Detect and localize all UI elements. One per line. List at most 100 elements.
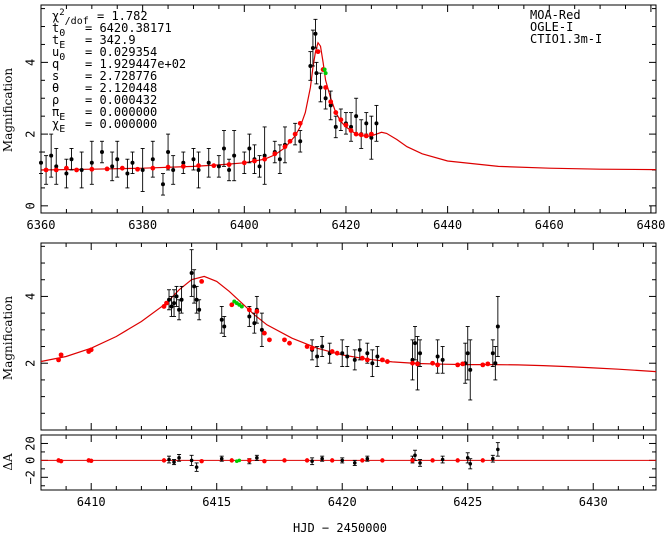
data-point-ogle-i <box>229 302 235 308</box>
residual-y-axis-label: ΔA <box>1 453 15 471</box>
param-name: χE <box>52 117 65 135</box>
data-point-ogle-i <box>323 85 329 90</box>
data-point-ogle-i <box>89 166 95 172</box>
data-point-moa-red <box>189 458 194 463</box>
data-point-moa-red <box>440 357 445 362</box>
data-point-ogle-i <box>359 355 365 361</box>
param-name: t0 <box>52 21 65 39</box>
data-point-moa-red <box>196 167 201 172</box>
x-tick-label: 6415 <box>202 495 231 509</box>
x-axis-label: HJD − 2450000 <box>293 521 387 535</box>
data-point-moa-red <box>496 447 500 452</box>
data-point-ogle-i <box>165 164 171 170</box>
data-point-ogle-i <box>164 300 169 306</box>
data-point-ogle-i <box>333 110 339 115</box>
data-point-ogle-i <box>161 304 167 309</box>
data-point-moa-red <box>308 63 313 68</box>
data-point-moa-red <box>491 456 495 461</box>
data-point-ogle-i <box>150 165 156 171</box>
data-point-moa-red <box>206 160 211 165</box>
data-point-moa-red <box>166 150 171 155</box>
data-point-ogle-i <box>304 344 310 349</box>
middle-data-points <box>56 249 500 401</box>
data-point-moa-red <box>140 167 145 172</box>
data-point-ogle-i <box>485 361 491 367</box>
data-point-moa-red <box>320 456 324 461</box>
x-tick-label: 6380 <box>128 218 157 232</box>
data-point-moa-red <box>365 456 370 461</box>
data-point-moa-red <box>410 357 415 362</box>
data-point-moa-red <box>252 321 257 326</box>
data-point-moa-red <box>69 157 74 162</box>
data-point-ogle-i <box>254 309 260 314</box>
top-panel-frame <box>40 4 657 214</box>
data-point-ogle-i <box>343 122 349 128</box>
param-name: s <box>52 69 59 83</box>
y-tick-label: 2 <box>24 360 38 367</box>
data-point-ogle-i <box>455 362 461 368</box>
data-point-ogle-i <box>329 458 335 463</box>
data-point-moa-red <box>352 357 357 362</box>
data-point-moa-red <box>247 146 252 151</box>
x-tick-label: 6420 <box>332 218 361 232</box>
data-point-ogle-i <box>435 362 441 368</box>
data-point-moa-red <box>247 314 252 319</box>
data-point-moa-red <box>320 344 325 349</box>
data-point-moa-red <box>216 164 221 169</box>
data-point-moa-red <box>333 124 338 129</box>
data-point-moa-red <box>262 153 267 158</box>
y-tick-label: 4 <box>24 59 38 66</box>
data-point-moa-red <box>365 351 370 356</box>
param-value: = 1.782 <box>97 9 148 23</box>
data-point-ogle-i <box>292 131 298 137</box>
param-value: = 0.029354 <box>85 45 157 59</box>
data-point-ogle-i <box>262 330 267 336</box>
data-point-moa-red <box>219 317 224 322</box>
data-point-moa-red <box>345 354 350 359</box>
fit-parameters: χ2/dof = 1.782 t0 = 6420.38171 tE = 342.9 u0 = … <box>52 8 186 135</box>
data-point-ogle-i <box>199 459 204 464</box>
residual-panel-frame <box>40 434 657 491</box>
data-point-moa-red <box>357 347 362 352</box>
data-point-moa-red <box>323 96 328 101</box>
data-point-moa-red <box>222 324 227 329</box>
data-point-moa-red <box>440 457 445 462</box>
data-point-moa-red <box>194 465 199 469</box>
middle-panel-frame <box>40 242 657 431</box>
data-point-moa-red <box>370 361 375 366</box>
data-point-moa-red <box>315 354 320 359</box>
param-name: tE <box>52 33 65 51</box>
data-point-moa-red <box>177 307 182 312</box>
data-point-moa-red <box>232 153 237 158</box>
data-point-moa-red <box>110 164 115 169</box>
data-point-ogle-i <box>348 128 354 133</box>
data-point-ogle-i <box>360 458 365 463</box>
data-point-moa-red <box>354 114 359 119</box>
top-data-points <box>39 18 379 196</box>
data-point-moa-red <box>179 297 184 302</box>
param-value: = 0.000432 <box>85 93 157 107</box>
data-point-moa-red <box>468 367 473 372</box>
data-point-moa-red <box>79 167 84 172</box>
data-point-ogle-i <box>430 458 435 463</box>
data-point-ogle-i <box>379 357 385 363</box>
data-point-moa-red <box>310 46 315 51</box>
data-point-moa-red <box>181 160 186 165</box>
param-name: ρ <box>52 93 59 107</box>
data-point-moa-red <box>257 164 262 169</box>
data-point-ogle-i <box>229 458 234 463</box>
data-point-ogle-i <box>363 133 369 139</box>
data-point-ogle-i <box>199 279 205 284</box>
data-point-ogle-i <box>53 167 59 173</box>
legend-entry: MOA-Red <box>530 8 581 22</box>
data-point-moa-red <box>189 271 194 276</box>
y-tick-label: 20 <box>24 436 38 450</box>
middle-panel-axes: 24 <box>24 243 656 431</box>
data-point-moa-red <box>435 354 440 359</box>
y-tick-label: −2 <box>24 470 38 484</box>
data-point-ogle-i <box>267 337 272 343</box>
data-point-moa-red <box>192 284 197 289</box>
data-point-ogle-i <box>328 99 334 105</box>
data-point-ogle-i <box>287 340 292 346</box>
